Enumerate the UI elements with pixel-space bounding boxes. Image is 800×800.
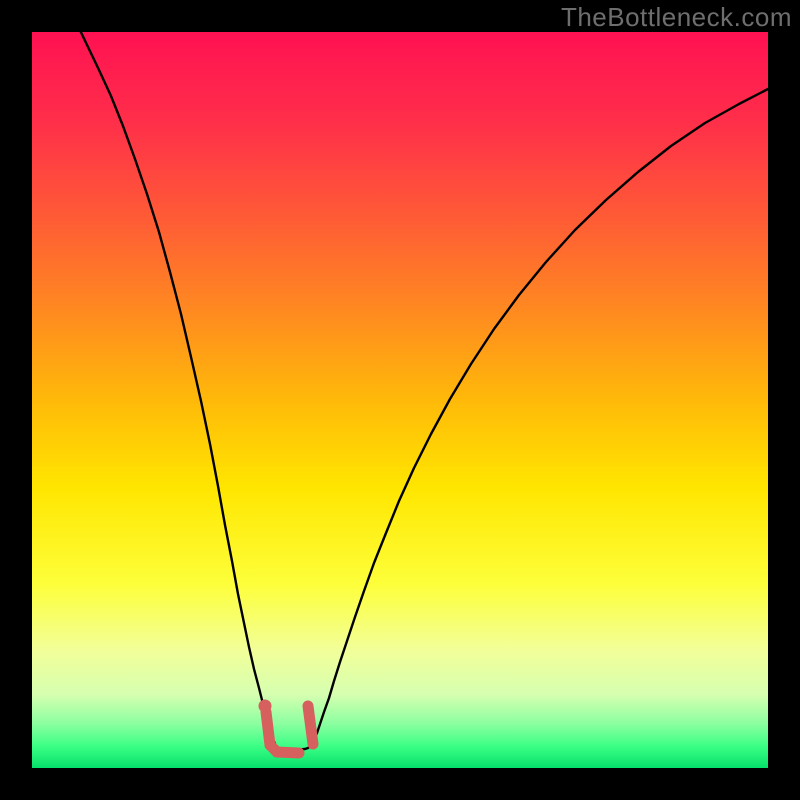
bottleneck-chart-svg [0, 0, 800, 800]
chart-stage: TheBottleneck.com [0, 0, 800, 800]
plot-area [32, 32, 768, 768]
watermark-text: TheBottleneck.com [561, 2, 792, 33]
right-bracket-marker [308, 706, 313, 744]
